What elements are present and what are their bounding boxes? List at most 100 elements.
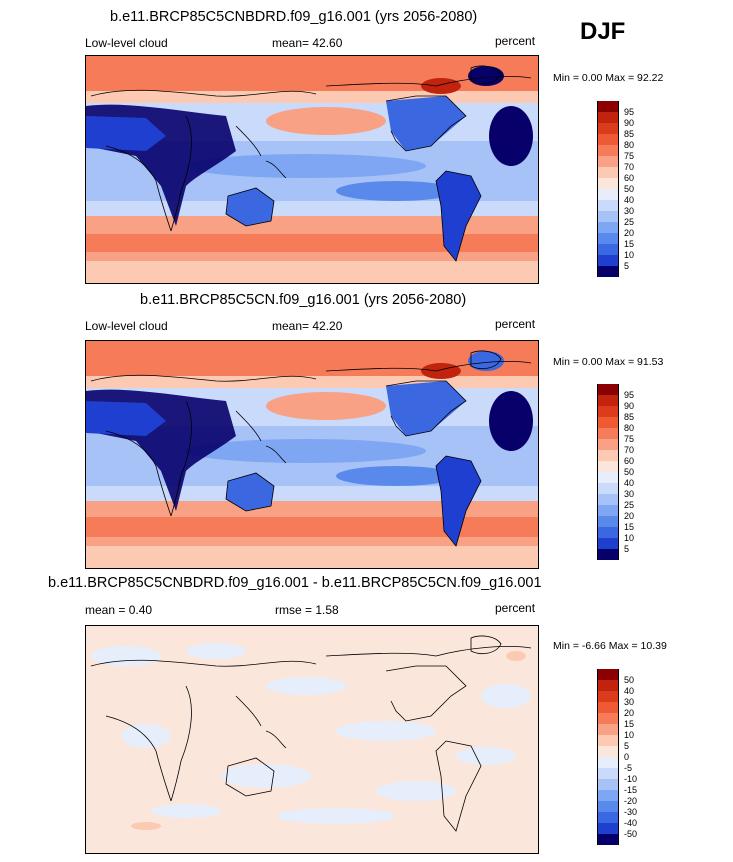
colorbar-swatch <box>597 823 619 834</box>
colorbar-swatch <box>597 461 619 472</box>
colorbar-label: 20 <box>624 511 635 521</box>
colorbar-swatch <box>597 266 619 277</box>
colorbar-swatch <box>597 527 619 538</box>
colorbar-label: 10 <box>624 250 635 260</box>
colorbar-swatch <box>597 145 619 156</box>
colorbar-label: 25 <box>624 217 635 227</box>
colorbar-swatch <box>597 746 619 757</box>
panel-2-variable-label: Low-level cloud <box>85 319 168 333</box>
colorbar-label: 40 <box>624 478 635 488</box>
colorbar-label: 10 <box>624 730 635 740</box>
colorbar-swatch <box>597 735 619 746</box>
colorbar-swatch <box>597 538 619 549</box>
colorbar-swatch <box>597 156 619 167</box>
panel-3-map <box>85 625 539 854</box>
colorbar-label: 70 <box>624 162 635 172</box>
colorbar-label: 5 <box>624 544 630 554</box>
colorbar-label: 95 <box>624 390 635 400</box>
panel-1-minmax: Min = 0.00 Max = 92.22 <box>553 72 664 84</box>
colorbar-swatch <box>597 801 619 812</box>
colorbar-swatch <box>597 516 619 527</box>
colorbar-label: -10 <box>624 774 638 784</box>
colorbar-label: -40 <box>624 818 638 828</box>
panel-1-map <box>85 55 539 284</box>
colorbar-swatch <box>597 505 619 516</box>
colorbar-label: 40 <box>624 686 635 696</box>
colorbar-swatch <box>597 724 619 735</box>
colorbar-label: 50 <box>624 184 635 194</box>
colorbar-swatch <box>597 483 619 494</box>
colorbar-swatch <box>597 834 619 845</box>
colorbar-label: 90 <box>624 118 635 128</box>
colorbar-swatch <box>597 222 619 233</box>
season-label: DJF <box>580 18 626 45</box>
panel-2-map-plot <box>86 341 538 568</box>
colorbar-label: 40 <box>624 195 635 205</box>
colorbar-label: 90 <box>624 401 635 411</box>
colorbar-swatch <box>597 112 619 123</box>
panel-1-variable-label: Low-level cloud <box>85 36 168 50</box>
colorbar-swatch <box>597 812 619 823</box>
colorbar-swatch <box>597 494 619 505</box>
colorbar-label: 5 <box>624 741 630 751</box>
colorbar-swatch <box>597 439 619 450</box>
colorbar-label: 50 <box>624 467 635 477</box>
panel-2-map <box>85 340 539 569</box>
panel-2-units: percent <box>495 317 536 331</box>
colorbar-swatch <box>597 189 619 200</box>
colorbar-label: 15 <box>624 239 635 249</box>
colorbar-label: 20 <box>624 708 635 718</box>
colorbar-swatch <box>597 255 619 266</box>
colorbar-swatch <box>597 178 619 189</box>
colorbar-swatch <box>597 713 619 724</box>
colorbar-label: 5 <box>624 261 630 271</box>
colorbar-label: 80 <box>624 140 635 150</box>
colorbar-label: 30 <box>624 489 635 499</box>
colorbar-label: 30 <box>624 206 635 216</box>
panel-2-mean: mean= 42.20 <box>272 319 343 333</box>
colorbar-swatch <box>597 417 619 428</box>
colorbar-label: 10 <box>624 533 635 543</box>
colorbar-swatch <box>597 395 619 406</box>
colorbar-label: 50 <box>624 675 635 685</box>
colorbar-label: -30 <box>624 807 638 817</box>
colorbar-swatch <box>597 167 619 178</box>
panel-2-minmax: Min = 0.00 Max = 91.53 <box>553 356 664 368</box>
colorbar-swatch <box>597 779 619 790</box>
colorbar-swatch <box>597 233 619 244</box>
colorbar-label: 75 <box>624 434 635 444</box>
colorbar-label: 75 <box>624 151 635 161</box>
colorbar-swatch <box>597 757 619 768</box>
panel-3-units: percent <box>495 601 536 615</box>
panel-3-minmax: Min = -6.66 Max = 10.39 <box>553 640 667 652</box>
colorbar-label: 25 <box>624 500 635 510</box>
colorbar-swatch <box>597 680 619 691</box>
colorbar-swatch <box>597 428 619 439</box>
colorbar-label: -15 <box>624 785 638 795</box>
panel-2-title: b.e11.BRCP85C5CN.f09_g16.001 (yrs 2056-2… <box>140 292 467 308</box>
panel-1-units: percent <box>495 34 536 48</box>
colorbar-label: 85 <box>624 412 635 422</box>
panel-1-title: b.e11.BRCP85C5CNBDRD.f09_g16.001 (yrs 20… <box>110 9 478 25</box>
colorbar-label: 70 <box>624 445 635 455</box>
panel-1-map-plot <box>86 56 538 283</box>
colorbar-swatch <box>597 669 619 680</box>
colorbar-swatch <box>597 211 619 222</box>
colorbar-label: 15 <box>624 719 635 729</box>
colorbar-label: 20 <box>624 228 635 238</box>
colorbar-label: 0 <box>624 752 630 762</box>
colorbar-swatch <box>597 691 619 702</box>
colorbar-swatch <box>597 702 619 713</box>
colorbar-label: 15 <box>624 522 635 532</box>
colorbar-swatch <box>597 472 619 483</box>
colorbar-label: 80 <box>624 423 635 433</box>
colorbar-swatch <box>597 549 619 560</box>
colorbar-label: -20 <box>624 796 638 806</box>
colorbar-label: 85 <box>624 129 635 139</box>
colorbar-swatch <box>597 123 619 134</box>
panel-1-mean: mean= 42.60 <box>272 36 343 50</box>
colorbar-swatch <box>597 134 619 145</box>
colorbar-swatch <box>597 244 619 255</box>
colorbar-swatch <box>597 450 619 461</box>
panel-3-map-plot <box>86 626 538 853</box>
